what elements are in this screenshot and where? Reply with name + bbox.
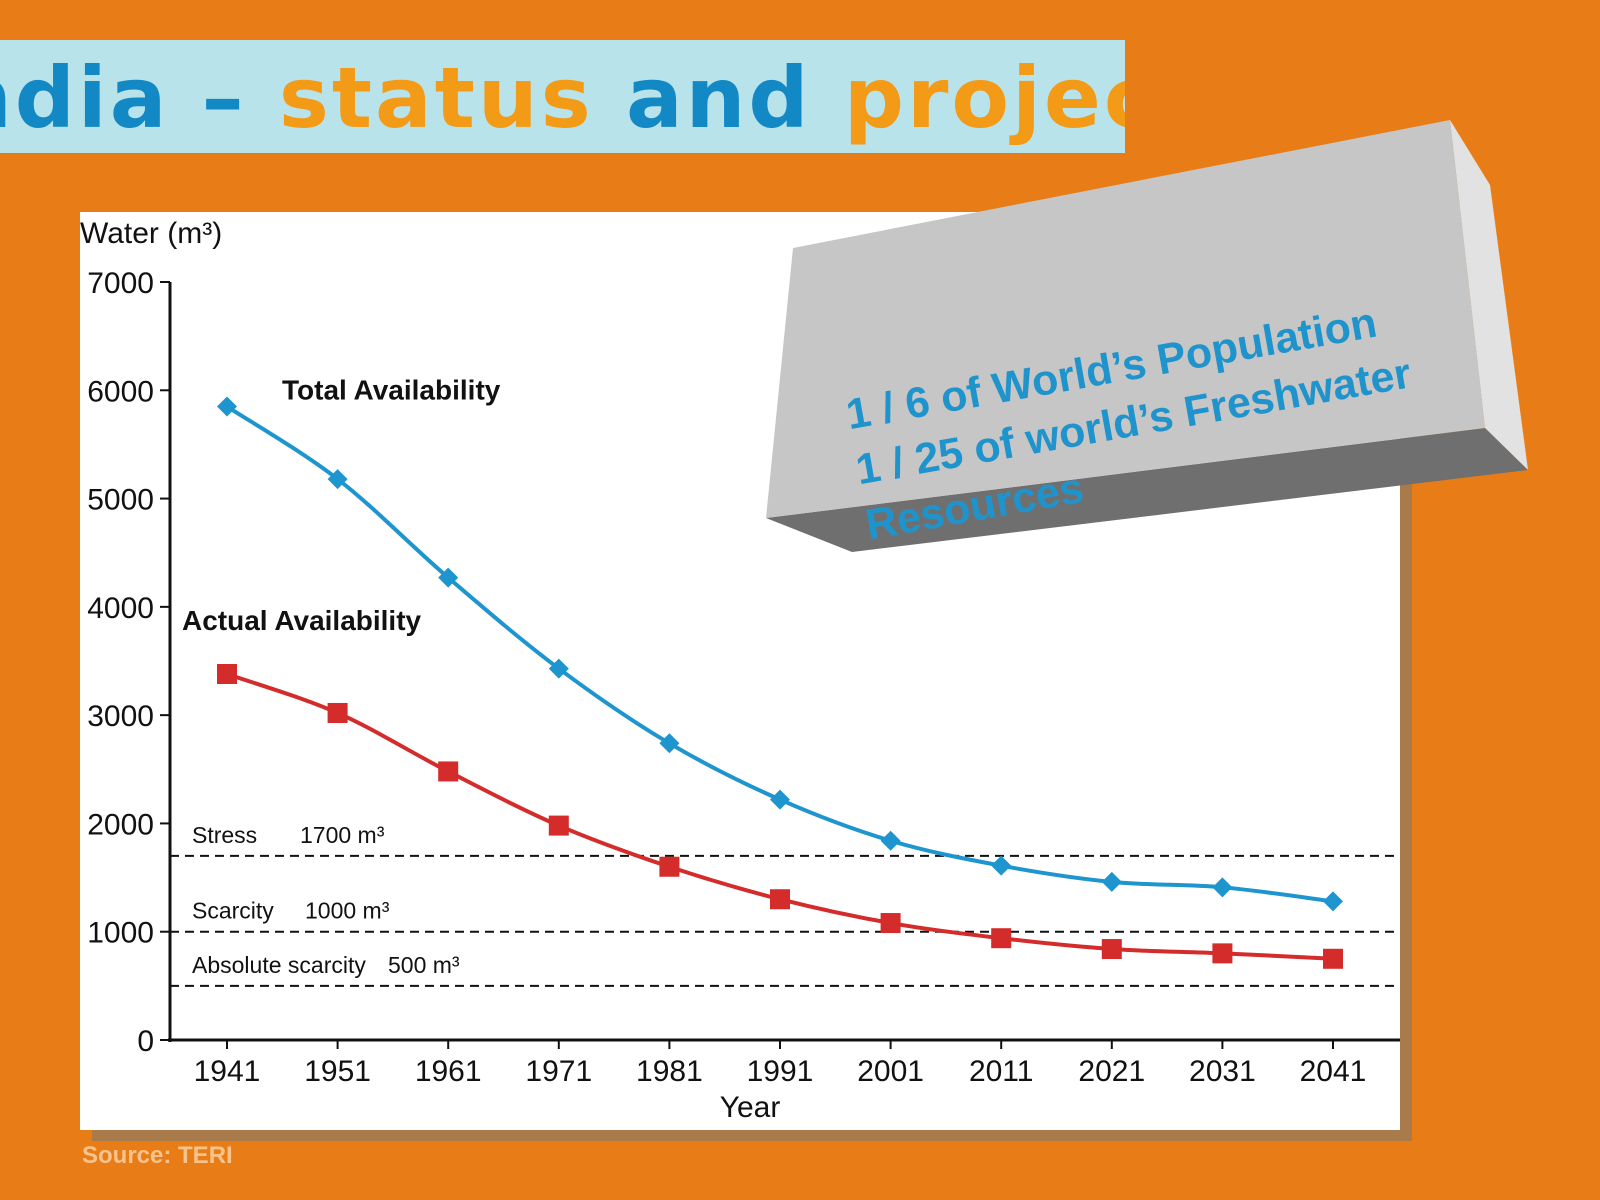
actual-availability-point [217,663,237,684]
y-tick-label: 1000 [87,917,154,950]
y-tick-label: 4000 [87,592,154,625]
reference-line-value: 1000 m³ [305,898,390,924]
actual-availability-point [1323,948,1343,969]
reference-line-label: Stress [192,822,257,848]
y-axis-label: Water (m³) [80,217,222,250]
total-availability-point [548,658,569,679]
total-availability-point [327,469,348,490]
actual-availability-point [880,913,901,934]
y-tick-label: 6000 [87,375,154,408]
callout-bottom-face [766,428,1528,552]
reference-line-label: Absolute scarcity [192,952,366,978]
callout-right-face [1450,120,1528,470]
x-tick-label: 2041 [1300,1055,1367,1088]
total-availability-point [438,567,459,588]
actual-availability-point [1101,939,1122,960]
callout-front-face [766,120,1485,518]
total-availability-point [217,396,237,417]
title-part-4: projections [843,49,1125,147]
y-tick-label: 5000 [87,484,154,517]
y-tick-label: 2000 [87,808,154,841]
x-tick-label: 1991 [747,1055,814,1088]
x-tick-label: 1981 [636,1055,703,1088]
total-availability-point [1212,877,1233,898]
x-tick-label: 1941 [194,1055,261,1088]
actual-availability-point [438,761,459,782]
x-tick-label: 1961 [415,1055,482,1088]
title-bar: ndia – status and projections [0,40,1125,153]
water-availability-chart: Water (m³) Year 0 1000 2000 3000 4000 5000 600… [80,217,1400,1124]
title-part-3: and [593,49,844,147]
x-axis-label: Year [720,1091,781,1124]
actual-availability-point [327,702,348,723]
x-tick-label: 2011 [969,1055,1034,1088]
y-tick-label: 7000 [87,267,154,300]
x-tick-label: 1971 [525,1055,592,1088]
actual-availability-point [770,889,790,910]
actual-availability-point [659,856,680,877]
actual-availability-point [548,815,569,836]
actual-availability-point [991,928,1012,949]
slide-title: ndia – status and projections [0,48,1125,148]
reference-line-value: 500 m³ [388,952,460,978]
total-availability-point [1101,871,1122,892]
total-availability-line [225,404,1334,904]
reference-line-label: Scarcity [192,898,274,924]
total-availability-point [991,855,1012,876]
actual-availability-series-label: Actual Availability [182,605,422,636]
x-tick-label: 2021 [1078,1055,1145,1088]
title-part-1: ndia – [0,49,247,147]
x-tick-label: 2001 [857,1055,924,1088]
total-availability-point [770,789,790,810]
y-tick-label: 3000 [87,700,154,733]
y-tick-label: 0 [137,1025,154,1058]
title-part-2: status [278,49,594,147]
actual-availability-point [1212,943,1233,964]
reference-line-value: 1700 m³ [300,822,385,848]
total-availability-point [880,830,901,851]
x-tick-label: 2031 [1189,1055,1256,1088]
total-availability-point [1323,891,1343,912]
x-tick-label: 1951 [304,1055,371,1088]
total-availability-series-label: Total Availability [282,375,501,406]
total-availability-point [659,733,680,754]
source-note: Source: TERI [82,1142,233,1169]
